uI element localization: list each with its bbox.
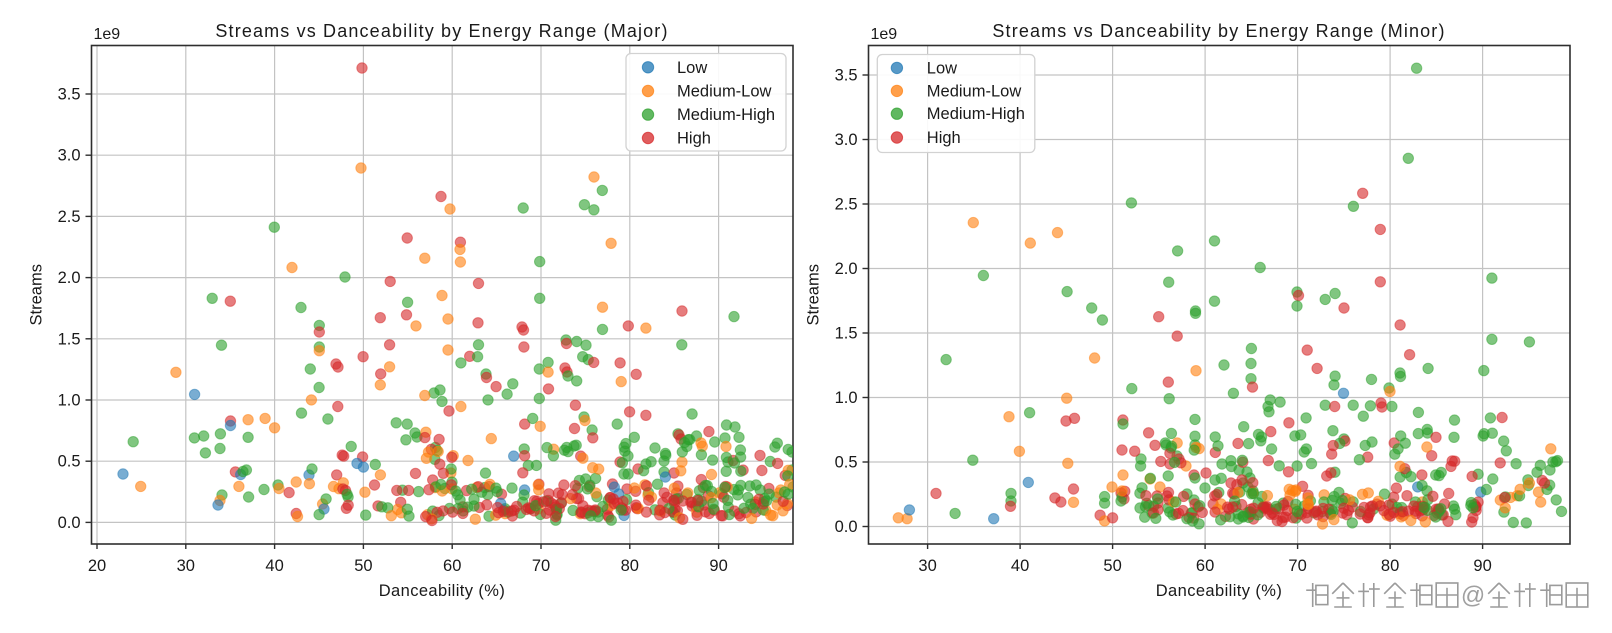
- svg-text:50: 50: [1103, 557, 1121, 575]
- svg-text:3.0: 3.0: [58, 147, 81, 165]
- svg-text:High: High: [927, 129, 961, 147]
- svg-text:40: 40: [1011, 557, 1029, 575]
- svg-text:1.5: 1.5: [835, 325, 858, 343]
- svg-text:0.0: 0.0: [58, 514, 81, 532]
- svg-text:40: 40: [265, 557, 283, 575]
- svg-text:Streams vs Danceability by Ene: Streams vs Danceability by Energy Range …: [992, 21, 1445, 41]
- svg-text:80: 80: [1381, 557, 1399, 575]
- svg-text:Medium-High: Medium-High: [927, 105, 1025, 123]
- svg-text:2.0: 2.0: [835, 260, 858, 278]
- svg-text:3.5: 3.5: [835, 67, 858, 85]
- svg-text:Medium-High: Medium-High: [677, 106, 775, 124]
- svg-text:Streams: Streams: [805, 264, 823, 325]
- svg-text:60: 60: [1196, 557, 1214, 575]
- svg-text:60: 60: [443, 557, 461, 575]
- svg-text:Streams: Streams: [28, 264, 46, 325]
- svg-text:1.0: 1.0: [835, 389, 858, 407]
- svg-text:Streams vs Danceability by Ene: Streams vs Danceability by Energy Range …: [215, 21, 668, 41]
- svg-text:50: 50: [354, 557, 372, 575]
- svg-text:1e9: 1e9: [94, 26, 121, 43]
- svg-text:Low: Low: [927, 59, 957, 77]
- svg-text:Medium-Low: Medium-Low: [677, 83, 772, 101]
- svg-text:Low: Low: [677, 59, 707, 77]
- svg-text:20: 20: [88, 557, 106, 575]
- svg-text:1.0: 1.0: [58, 392, 81, 410]
- svg-text:1e9: 1e9: [871, 26, 898, 43]
- svg-text:30: 30: [177, 557, 195, 575]
- svg-text:0.0: 0.0: [835, 518, 858, 536]
- svg-text:80: 80: [621, 557, 639, 575]
- svg-text:0.5: 0.5: [835, 454, 858, 472]
- svg-text:90: 90: [1473, 557, 1491, 575]
- svg-text:Danceability (%): Danceability (%): [379, 582, 506, 600]
- svg-text:2.5: 2.5: [58, 208, 81, 226]
- svg-text:90: 90: [709, 557, 727, 575]
- svg-text:High: High: [677, 130, 711, 148]
- svg-text:30: 30: [918, 557, 936, 575]
- svg-text:@: @: [1461, 582, 1485, 609]
- svg-text:3.0: 3.0: [835, 131, 858, 149]
- svg-text:3.5: 3.5: [58, 86, 81, 104]
- svg-text:Danceability (%): Danceability (%): [1156, 582, 1283, 600]
- svg-text:2.0: 2.0: [58, 269, 81, 287]
- svg-text:70: 70: [532, 557, 550, 575]
- svg-text:1.5: 1.5: [58, 330, 81, 348]
- svg-text:2.5: 2.5: [835, 196, 858, 214]
- svg-text:70: 70: [1288, 557, 1306, 575]
- svg-text:0.5: 0.5: [58, 453, 81, 471]
- svg-text:Medium-Low: Medium-Low: [927, 82, 1022, 100]
